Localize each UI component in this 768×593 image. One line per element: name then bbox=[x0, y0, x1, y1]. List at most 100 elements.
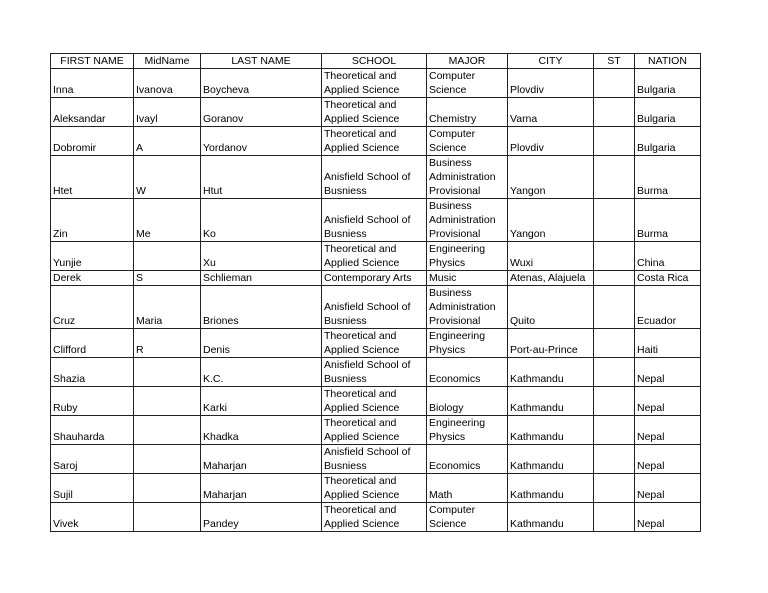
cell-st bbox=[593, 473, 635, 503]
cell-last-name: Denis bbox=[200, 328, 322, 358]
cell-st bbox=[593, 386, 635, 416]
cell-last-name: Htut bbox=[200, 155, 322, 199]
cell-city: Kathmandu bbox=[507, 502, 594, 532]
cell-last-name: Briones bbox=[200, 285, 322, 329]
cell-major: Engineering Physics bbox=[426, 328, 508, 358]
cell-first-name: Shauharda bbox=[50, 415, 134, 445]
cell-mid-name bbox=[133, 241, 201, 271]
cell-city: Yangon bbox=[507, 198, 594, 242]
cell-city: Quito bbox=[507, 285, 594, 329]
table-row: Cruz Maria Briones Anisfield School of Busn… bbox=[50, 285, 701, 329]
cell-last-name: Pandey bbox=[200, 502, 322, 532]
cell-st bbox=[593, 198, 635, 242]
cell-nation: Bulgaria bbox=[634, 126, 701, 156]
header-city: CITY bbox=[507, 53, 594, 69]
cell-mid-name: Ivanova bbox=[133, 68, 201, 98]
cell-st bbox=[593, 155, 635, 199]
cell-city: Yangon bbox=[507, 155, 594, 199]
table-row: Inna Ivanova Boycheva Theoretical and Appli… bbox=[50, 68, 701, 98]
table-row: Dobromir A Yordanov Theoretical and Applied… bbox=[50, 126, 701, 156]
cell-first-name: Ruby bbox=[50, 386, 134, 416]
table-row: Saroj Maharjan Anisfield School of Busnies… bbox=[50, 444, 701, 474]
cell-first-name: Yunjie bbox=[50, 241, 134, 271]
cell-last-name: K.C. bbox=[200, 357, 322, 387]
table-row: Shazia K.C. Anisfield School of Busniess Ec… bbox=[50, 357, 701, 387]
cell-school: Contemporary Arts bbox=[321, 270, 427, 286]
cell-city: Kathmandu bbox=[507, 357, 594, 387]
table-row: Shauharda Khadka Theoretical and Applied S… bbox=[50, 415, 701, 445]
cell-nation: Bulgaria bbox=[634, 68, 701, 98]
cell-nation: Nepal bbox=[634, 444, 701, 474]
cell-mid-name: W bbox=[133, 155, 201, 199]
cell-mid-name: R bbox=[133, 328, 201, 358]
cell-school: Anisfield School of Busniess bbox=[321, 357, 427, 387]
cell-school: Anisfield School of Busniess bbox=[321, 444, 427, 474]
cell-last-name: Schlieman bbox=[200, 270, 322, 286]
cell-major: Economics bbox=[426, 444, 508, 474]
cell-school: Theoretical and Applied Science bbox=[321, 328, 427, 358]
table-row: Zin Me Ko Anisfield School of Busniess Busin… bbox=[50, 198, 701, 242]
cell-st bbox=[593, 285, 635, 329]
cell-mid-name bbox=[133, 444, 201, 474]
table-row: Aleksandar Ivayl Goranov Theoretical and Ap… bbox=[50, 97, 701, 127]
cell-last-name: Xu bbox=[200, 241, 322, 271]
cell-last-name: Goranov bbox=[200, 97, 322, 127]
cell-first-name: Vivek bbox=[50, 502, 134, 532]
cell-mid-name bbox=[133, 386, 201, 416]
cell-city: Atenas, Alajuela bbox=[507, 270, 594, 286]
cell-nation: Nepal bbox=[634, 473, 701, 503]
cell-school: Theoretical and Applied Science bbox=[321, 68, 427, 98]
cell-st bbox=[593, 68, 635, 98]
header-school: SCHOOL bbox=[321, 53, 427, 69]
cell-mid-name: S bbox=[133, 270, 201, 286]
header-first-name: FIRST NAME bbox=[50, 53, 134, 69]
cell-mid-name bbox=[133, 473, 201, 503]
cell-nation: Bulgaria bbox=[634, 97, 701, 127]
cell-first-name: Zin bbox=[50, 198, 134, 242]
cell-st bbox=[593, 444, 635, 474]
cell-city: Plovdiv bbox=[507, 68, 594, 98]
cell-city: Wuxi bbox=[507, 241, 594, 271]
cell-st bbox=[593, 328, 635, 358]
cell-major: Math bbox=[426, 473, 508, 503]
cell-nation: Nepal bbox=[634, 415, 701, 445]
cell-school: Theoretical and Applied Science bbox=[321, 97, 427, 127]
cell-city: Port-au-Prince bbox=[507, 328, 594, 358]
cell-last-name: Maharjan bbox=[200, 473, 322, 503]
cell-nation: Burma bbox=[634, 155, 701, 199]
cell-nation: Haiti bbox=[634, 328, 701, 358]
cell-first-name: Shazia bbox=[50, 357, 134, 387]
table-row: Ruby Karki Theoretical and Applied Science… bbox=[50, 386, 701, 416]
cell-city: Varna bbox=[507, 97, 594, 127]
cell-school: Theoretical and Applied Science bbox=[321, 473, 427, 503]
header-mid-name: MidName bbox=[133, 53, 201, 69]
cell-first-name: Derek bbox=[50, 270, 134, 286]
cell-school: Theoretical and Applied Science bbox=[321, 502, 427, 532]
cell-first-name: Sujil bbox=[50, 473, 134, 503]
cell-nation: Ecuador bbox=[634, 285, 701, 329]
header-row: FIRST NAME MidName LAST NAME SCHOOL MAJO… bbox=[50, 53, 701, 69]
cell-mid-name: A bbox=[133, 126, 201, 156]
header-st: ST bbox=[593, 53, 635, 69]
table-row: Yunjie Xu Theoretical and Applied Science E… bbox=[50, 241, 701, 271]
cell-nation: Nepal bbox=[634, 386, 701, 416]
table-row: Clifford R Denis Theoretical and Applied Sc… bbox=[50, 328, 701, 358]
cell-nation: China bbox=[634, 241, 701, 271]
cell-major: Engineering Physics bbox=[426, 415, 508, 445]
cell-major: Business Administration Provisional bbox=[426, 155, 508, 199]
cell-mid-name: Maria bbox=[133, 285, 201, 329]
cell-first-name: Inna bbox=[50, 68, 134, 98]
cell-nation: Burma bbox=[634, 198, 701, 242]
cell-last-name: Ko bbox=[200, 198, 322, 242]
cell-st bbox=[593, 270, 635, 286]
cell-major: Computer Science bbox=[426, 126, 508, 156]
cell-st bbox=[593, 126, 635, 156]
cell-major: Business Administration Provisional bbox=[426, 198, 508, 242]
table-row: Derek S Schlieman Contemporary Arts Music Ate… bbox=[50, 270, 701, 286]
cell-school: Theoretical and Applied Science bbox=[321, 241, 427, 271]
cell-st bbox=[593, 415, 635, 445]
cell-school: Anisfield School of Busniess bbox=[321, 285, 427, 329]
cell-mid-name bbox=[133, 502, 201, 532]
cell-last-name: Khadka bbox=[200, 415, 322, 445]
cell-last-name: Boycheva bbox=[200, 68, 322, 98]
